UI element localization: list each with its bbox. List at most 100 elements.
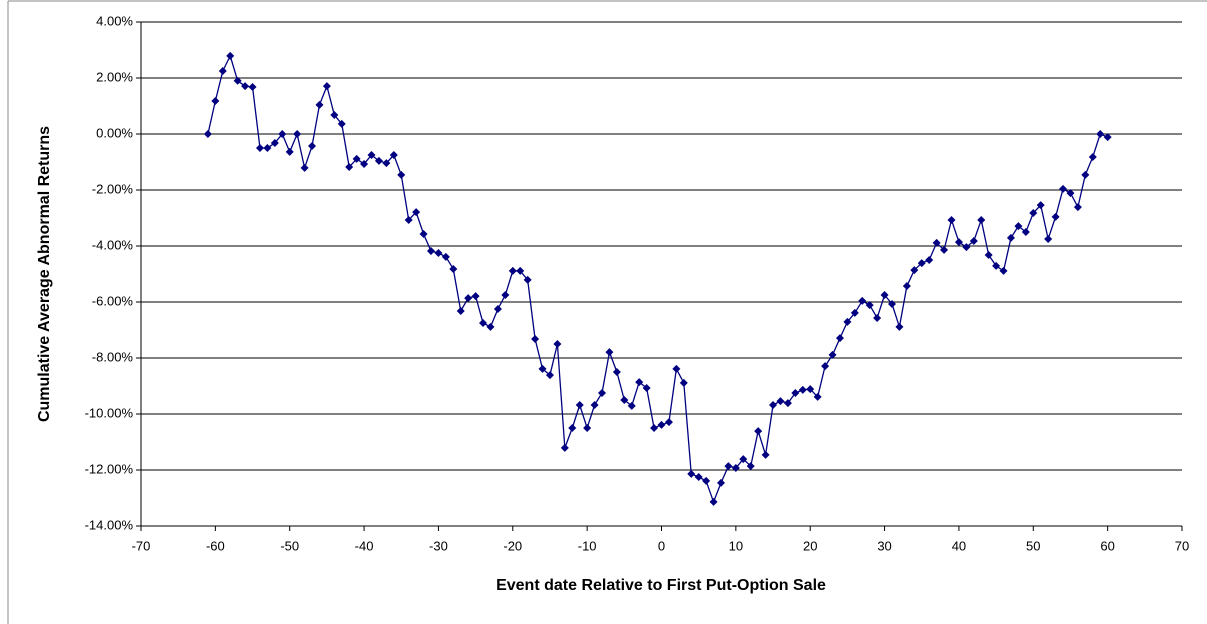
data-point bbox=[806, 385, 815, 394]
x-tick-label: 40 bbox=[952, 538, 966, 553]
data-point bbox=[672, 364, 681, 373]
data-point bbox=[523, 275, 532, 284]
data-point bbox=[568, 424, 577, 432]
data-point bbox=[374, 156, 383, 165]
data-point bbox=[769, 401, 778, 410]
data-point bbox=[575, 401, 584, 410]
data-point bbox=[270, 138, 279, 147]
y-tick-label: -10.00% bbox=[85, 405, 134, 420]
data-point bbox=[992, 261, 1001, 270]
data-point bbox=[620, 396, 629, 404]
x-tick-label: 20 bbox=[803, 538, 817, 553]
data-point bbox=[865, 301, 874, 310]
data-point bbox=[925, 256, 934, 264]
data-point bbox=[263, 144, 272, 152]
data-point bbox=[1066, 189, 1075, 198]
y-tick-label: -4.00% bbox=[92, 237, 134, 252]
data-point bbox=[233, 76, 242, 85]
data-point bbox=[397, 170, 406, 179]
data-point bbox=[1044, 235, 1053, 243]
data-point bbox=[1014, 222, 1023, 231]
data-point bbox=[702, 476, 711, 485]
data-point bbox=[389, 151, 398, 159]
x-tick-label: 0 bbox=[658, 538, 665, 553]
data-point bbox=[947, 215, 956, 224]
data-point bbox=[828, 350, 837, 359]
y-tick-label: -12.00% bbox=[85, 461, 134, 476]
x-axis-title: Event date Relative to First Put-Option … bbox=[496, 577, 826, 594]
data-point bbox=[1103, 133, 1112, 142]
y-tick-label: -14.00% bbox=[85, 517, 134, 532]
data-point bbox=[962, 243, 971, 252]
data-point bbox=[315, 100, 324, 109]
data-point bbox=[687, 469, 696, 478]
data-point bbox=[308, 142, 317, 151]
data-point bbox=[858, 296, 867, 305]
data-point bbox=[531, 334, 540, 343]
data-point bbox=[449, 264, 458, 273]
data-point bbox=[917, 259, 926, 268]
data-point bbox=[783, 399, 792, 408]
data-point bbox=[902, 282, 911, 291]
data-point bbox=[1059, 184, 1068, 193]
y-tick-label: -6.00% bbox=[92, 293, 134, 308]
x-tick-label: -50 bbox=[280, 538, 299, 553]
data-point bbox=[1096, 130, 1105, 138]
data-point bbox=[627, 401, 636, 410]
data-point bbox=[940, 245, 949, 254]
data-point bbox=[426, 247, 435, 256]
data-point bbox=[330, 110, 339, 119]
data-point bbox=[679, 378, 688, 387]
data-point bbox=[999, 266, 1008, 275]
data-point bbox=[486, 322, 495, 331]
data-point bbox=[345, 163, 354, 172]
data-point bbox=[255, 144, 264, 152]
data-point bbox=[516, 266, 525, 275]
data-point bbox=[1073, 203, 1082, 212]
data-point bbox=[977, 215, 986, 224]
data-point bbox=[404, 215, 413, 224]
data-point bbox=[360, 159, 369, 168]
data-point bbox=[479, 319, 488, 327]
data-point bbox=[664, 418, 673, 427]
x-tick-label: 70 bbox=[1175, 538, 1189, 553]
data-point bbox=[1088, 152, 1097, 161]
data-point bbox=[226, 51, 235, 60]
data-point bbox=[508, 266, 517, 275]
data-point bbox=[1029, 208, 1038, 217]
data-point bbox=[471, 292, 480, 301]
data-point bbox=[501, 291, 510, 299]
data-point bbox=[716, 478, 725, 487]
data-point bbox=[724, 462, 733, 471]
data-point bbox=[493, 305, 502, 313]
data-point bbox=[322, 82, 331, 91]
data-point bbox=[754, 427, 763, 436]
data-point bbox=[464, 294, 473, 303]
data-point bbox=[545, 371, 554, 380]
data-point bbox=[285, 147, 294, 156]
x-tick-label: 50 bbox=[1026, 538, 1040, 553]
data-point bbox=[731, 464, 740, 473]
data-point bbox=[984, 250, 993, 259]
y-tick-label: -2.00% bbox=[92, 181, 134, 196]
data-point bbox=[1036, 201, 1045, 210]
y-axis-title: Cumulative Average Abnormal Returns bbox=[36, 126, 53, 422]
data-point bbox=[798, 385, 807, 394]
data-point bbox=[598, 389, 607, 397]
data-point bbox=[635, 378, 644, 387]
x-tick-label: -10 bbox=[578, 538, 597, 553]
data-point bbox=[932, 238, 941, 247]
data-point bbox=[791, 389, 800, 397]
x-tick-label: -70 bbox=[132, 538, 151, 553]
data-point bbox=[880, 291, 889, 299]
data-point bbox=[954, 238, 963, 247]
data-point bbox=[612, 368, 621, 376]
data-point bbox=[278, 130, 287, 138]
data-point bbox=[739, 455, 748, 464]
data-point bbox=[605, 348, 614, 357]
data-point bbox=[337, 119, 346, 128]
data-point bbox=[694, 473, 703, 481]
data-point bbox=[746, 462, 755, 471]
